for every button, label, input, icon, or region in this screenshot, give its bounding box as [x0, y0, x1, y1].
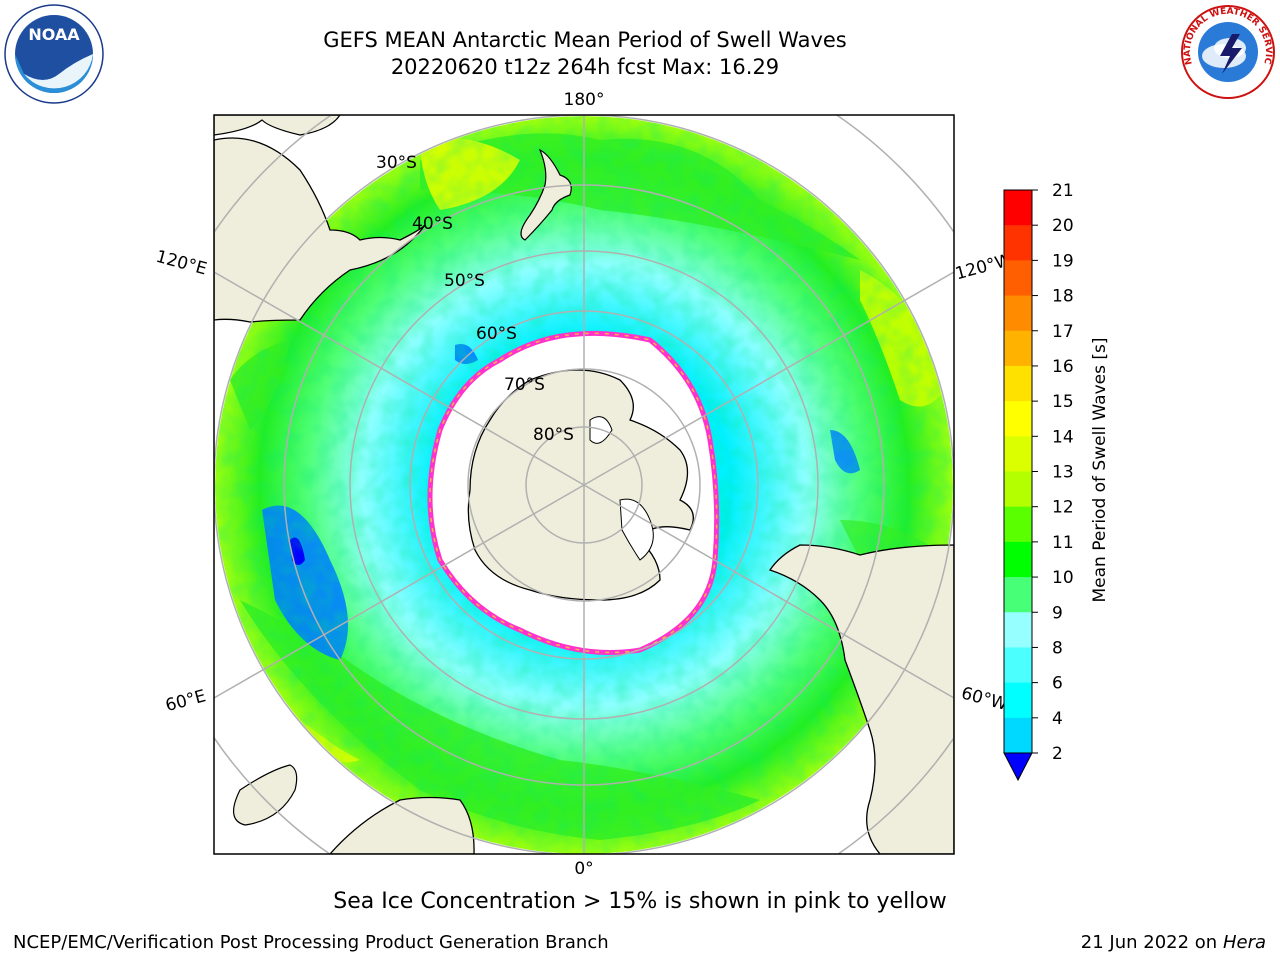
colorbar-label: Mean Period of Swell Waves [s] — [1090, 338, 1110, 603]
colorbar-band — [1004, 717, 1032, 754]
colorbar-tick-label: 13 — [1052, 463, 1074, 483]
lon-label-60e: 60°E — [163, 686, 208, 716]
colorbar-tick-label: 2 — [1052, 744, 1063, 764]
lat-label-60s: 60°S — [476, 324, 517, 344]
colorbar-band — [1004, 506, 1032, 543]
land-australia-top — [214, 115, 341, 136]
colorbar-band — [1004, 401, 1032, 437]
colorbar-band — [1004, 612, 1032, 648]
colorbar-band — [1004, 541, 1032, 578]
colorbar-tick-label: 21 — [1052, 181, 1074, 201]
colorbar-tick-label: 6 — [1052, 674, 1063, 694]
land-madagascar — [233, 764, 298, 826]
colorbar-band — [1004, 295, 1032, 332]
colorbar-band — [1004, 682, 1032, 719]
colorbar-band — [1004, 647, 1032, 684]
lat-label-50s: 50°S — [444, 271, 485, 291]
lon-label-0: 0° — [574, 859, 593, 879]
colorbar-tick-label: 15 — [1052, 392, 1074, 412]
colorbar-band — [1004, 260, 1032, 297]
colorbar-tick-label: 18 — [1052, 287, 1074, 307]
colorbar-tick-label: 10 — [1052, 568, 1074, 588]
colorbar-band — [1004, 190, 1032, 226]
colorbar-extend-arrow — [1003, 752, 1033, 782]
lon-label-60w: 60°W — [959, 683, 1010, 715]
colorbar-tick-label: 14 — [1052, 427, 1074, 447]
lat-label-30s: 30°S — [376, 153, 417, 173]
lon-label-180: 180° — [564, 90, 605, 110]
noaa-logo-text: NOAA — [28, 25, 80, 44]
colorbar-tick-label: 11 — [1052, 533, 1074, 553]
colorbar-tick-label: 4 — [1052, 709, 1063, 729]
land-australia — [214, 137, 426, 323]
nws-logo: NATIONAL WEATHER SERVICE — [1180, 4, 1275, 99]
colorbar-tick-label: 16 — [1052, 357, 1074, 377]
colorbar-band — [1004, 577, 1032, 613]
footer-host: Hera — [1222, 932, 1266, 953]
colorbar-tick-label: 20 — [1052, 216, 1074, 236]
noaa-logo: NOAA — [4, 4, 104, 104]
colorbar-tick-label: 12 — [1052, 498, 1074, 518]
colorbar-tick-label: 8 — [1052, 638, 1063, 658]
longitude-gridlines — [214, 115, 954, 854]
lon-label-120e: 120°E — [154, 247, 209, 280]
colorbar-band — [1004, 365, 1032, 402]
colorbar-band — [1004, 471, 1032, 508]
colorbar-tick-label: 9 — [1052, 603, 1063, 623]
lat-label-70s: 70°S — [504, 375, 545, 395]
lat-label-80s: 80°S — [533, 425, 574, 445]
colorbar-tick-label: 19 — [1052, 251, 1074, 271]
chart-title: GEFS MEAN Antarctic Mean Period of Swell… — [323, 28, 847, 52]
footer-date: 21 Jun 2022 on Hera — [1081, 932, 1266, 953]
sea-ice-caption: Sea Ice Concentration > 15% is shown in … — [333, 889, 947, 914]
footer-date-text: 21 Jun 2022 on — [1080, 932, 1218, 953]
land-africa — [329, 796, 475, 854]
colorbar-tick-label: 17 — [1052, 322, 1074, 342]
lat-label-40s: 40°S — [412, 214, 453, 234]
colorbar: 21 20 19 18 17 16 15 14 13 12 11 10 9 8 6 4 2 — [1003, 181, 1074, 782]
colorbar-band — [1004, 436, 1032, 472]
colorbar-band — [1004, 330, 1032, 367]
chart-subtitle: 20220620 t12z 264h fcst Max: 16.29 — [390, 55, 780, 79]
colorbar-band — [1004, 225, 1032, 261]
map-border — [213, 114, 955, 855]
footer-branch: NCEP/EMC/Verification Post Processing Pr… — [13, 932, 609, 953]
map-frame — [214, 115, 954, 854]
land-south-america — [768, 544, 954, 854]
